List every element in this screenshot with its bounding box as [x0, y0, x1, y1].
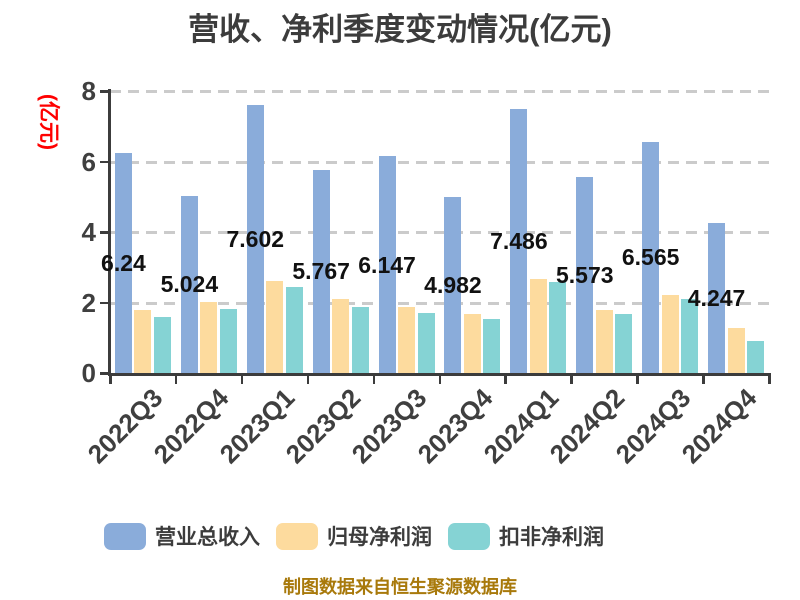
bar-value-label: 5.024: [160, 271, 219, 298]
legend: 营业总收入 归母净利润 扣非净利润: [0, 521, 754, 551]
x-axis-tick: [570, 373, 573, 384]
bar-net-profit-2022Q4: [200, 302, 218, 373]
bar-total-revenue-2022Q4: [180, 195, 198, 373]
bar-deducted-net-profit-2023Q2: [351, 306, 369, 373]
x-axis-tick: [702, 373, 705, 384]
bar-total-revenue-2024Q3: [642, 141, 660, 373]
bar-net-profit-2023Q3: [398, 306, 416, 373]
y-axis-tick-label: 2: [81, 287, 96, 318]
legend-swatch-deducted-net-profit: [448, 522, 490, 550]
bar-net-profit-2023Q1: [266, 281, 284, 373]
x-axis-tick: [372, 373, 376, 384]
y-axis-tick: [100, 301, 109, 304]
bar-value-label: 4.247: [687, 285, 746, 312]
legend-label-deducted-net-profit: 扣非净利润: [499, 526, 604, 549]
bar-total-revenue-2023Q2: [312, 169, 330, 373]
bar-value-label: 6.24: [101, 250, 146, 277]
legend-label-net-profit: 归母净利润: [327, 526, 432, 549]
legend-swatch-net-profit: [276, 522, 318, 550]
bar-net-profit-2022Q3: [134, 310, 152, 373]
x-axis-tick: [438, 373, 441, 384]
bar-net-profit-2024Q1: [529, 278, 547, 373]
gridline: [110, 90, 769, 93]
y-axis-tick: [100, 231, 109, 234]
gridline: [110, 231, 769, 234]
bar-value-label: 6.565: [621, 244, 680, 271]
bar-value-label: 5.767: [292, 258, 350, 285]
bar-value-label: 5.573: [555, 261, 614, 288]
bar-deducted-net-profit-2022Q4: [219, 309, 237, 373]
bar-value-label: 6.147: [358, 251, 416, 278]
y-axis-tick: [100, 372, 109, 375]
bar-net-profit-2024Q3: [661, 295, 679, 373]
bar-total-revenue-2024Q4: [708, 223, 726, 373]
bar-total-revenue-2024Q2: [576, 176, 594, 373]
y-axis-tick: [100, 90, 109, 93]
bar-deducted-net-profit-2023Q3: [417, 312, 435, 373]
legend-swatch-total-revenue: [104, 522, 146, 550]
bar-net-profit-2023Q4: [463, 313, 481, 373]
bar-total-revenue-2022Q3: [114, 153, 132, 373]
bar-deducted-net-profit-2024Q2: [615, 314, 633, 373]
y-axis-tick-label: 6: [81, 146, 96, 177]
legend-label-total-revenue: 营业总收入: [155, 526, 260, 549]
x-axis-tick: [768, 373, 771, 384]
bar-deducted-net-profit-2024Q3: [681, 298, 699, 373]
bar-total-revenue-2023Q1: [246, 105, 264, 373]
data-source-note: 制图数据来自恒生聚源数据库: [283, 577, 517, 597]
gridline: [110, 160, 769, 164]
bar-total-revenue-2023Q3: [378, 156, 396, 373]
legend-item-net-profit[interactable]: 归母净利润: [276, 521, 432, 551]
bar-total-revenue-2024Q1: [510, 109, 528, 373]
gridline: [110, 301, 769, 305]
x-axis-tick: [109, 373, 112, 384]
bar-deducted-net-profit-2023Q1: [285, 287, 303, 373]
bar-deducted-net-profit-2024Q1: [549, 282, 567, 373]
bar-deducted-net-profit-2023Q4: [483, 318, 501, 373]
legend-item-deducted-net-profit[interactable]: 扣非净利润: [448, 521, 604, 551]
y-axis-tick-label: 4: [81, 217, 96, 247]
bar-deducted-net-profit-2022Q3: [153, 317, 171, 373]
y-axis-tick-label: 0: [81, 358, 96, 388]
y-axis-tick: [100, 160, 109, 163]
bar-total-revenue-2023Q4: [444, 197, 462, 373]
bar-net-profit-2024Q2: [595, 309, 613, 373]
bar-deducted-net-profit-2024Q4: [747, 340, 765, 373]
bar-net-profit-2023Q2: [332, 298, 350, 373]
chart-title: 营收、净利季度变动情况(亿元): [188, 12, 612, 47]
x-axis-tick: [636, 373, 639, 384]
y-axis-line: [108, 89, 111, 376]
legend-item-total-revenue[interactable]: 营业总收入: [104, 521, 260, 551]
bar-value-label: 7.486: [490, 228, 548, 255]
bar-value-label: 7.602: [226, 226, 285, 252]
bar-net-profit-2024Q4: [727, 328, 745, 373]
x-axis-tick: [306, 373, 310, 384]
x-axis-tick: [504, 373, 507, 384]
bar-value-label: 4.982: [424, 272, 482, 299]
y-axis-tick-label: 8: [81, 76, 96, 106]
x-axis-tick: [240, 373, 244, 384]
x-axis-tick: [174, 373, 178, 384]
